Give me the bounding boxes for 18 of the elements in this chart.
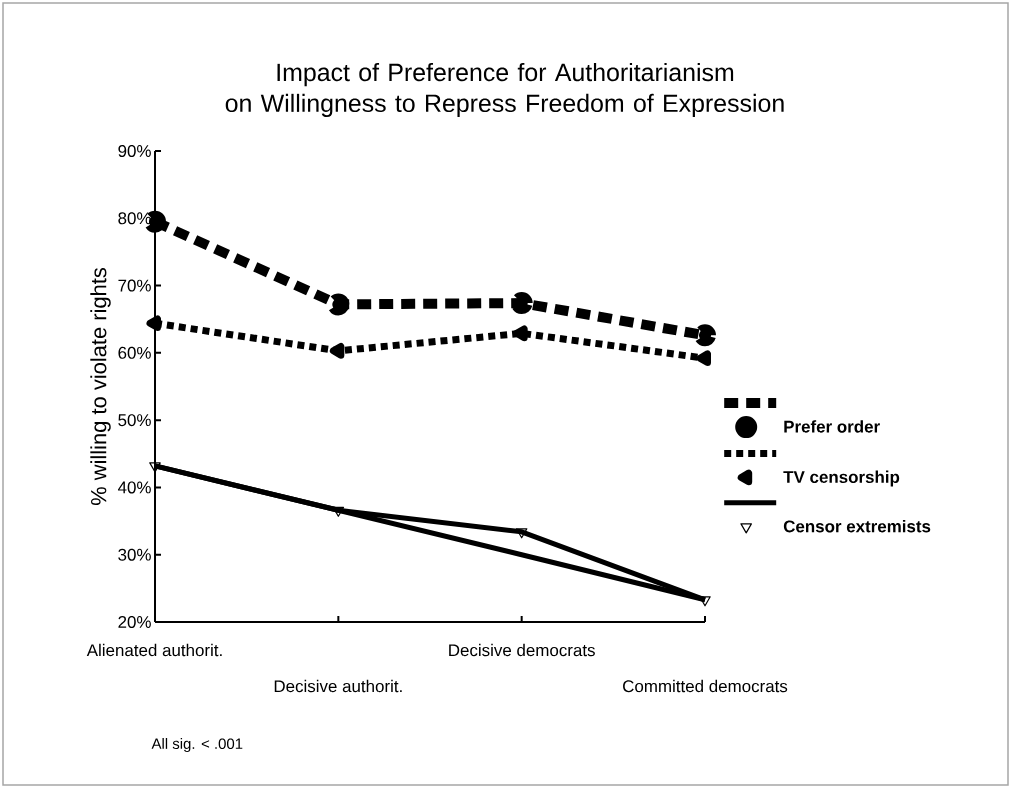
chart-title: Impact of Preference for Authoritarianism on Willingness to Repress Freedom of Expression	[225, 62, 784, 118]
legend-label: Prefer order	[784, 420, 880, 433]
x-tick-label: Decisive authorit.	[274, 679, 402, 693]
x-tick-label: Alienated authorit.	[86, 643, 222, 657]
legend-label: TV censorship	[783, 470, 900, 487]
y-tick-label: 80%	[118, 212, 151, 225]
y-tick-label: 20%	[118, 615, 151, 628]
y-tick-label: 60%	[118, 346, 151, 359]
x-tick-label: Committed democrats	[623, 679, 788, 693]
y-tick-label: 50%	[118, 414, 151, 427]
y-tick-label: 90%	[118, 144, 151, 157]
x-tick-label: Decisive democrats	[449, 643, 595, 657]
text: All sig. < .001	[151, 738, 243, 752]
y-tick-label: 30%	[118, 548, 151, 561]
legend-label: Censor extremists	[783, 519, 931, 533]
y-axis-title: % willing to violate rights	[90, 267, 111, 506]
y-tick-label: 70%	[118, 279, 151, 292]
y-tick-label: 40%	[117, 481, 151, 494]
